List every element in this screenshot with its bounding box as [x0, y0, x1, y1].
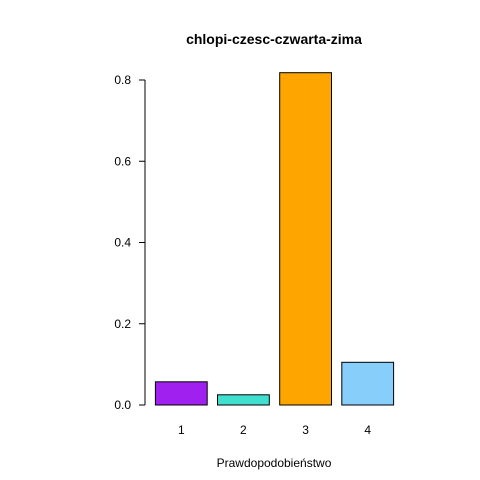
bar-2 [217, 394, 270, 406]
y-tick-label: 0.8 [114, 73, 131, 87]
x-tick-label: 4 [364, 423, 371, 437]
bars-group [154, 72, 395, 406]
y-axis: 0.0 0.2 0.4 0.6 0.8 [114, 73, 146, 412]
x-tick-label: 2 [240, 423, 247, 437]
x-tick-label: 1 [178, 423, 185, 437]
bar-4 [341, 361, 395, 406]
x-axis-labels: 1 2 3 4 [178, 423, 371, 437]
chart-title: chlopi-czesc-czwarta-zima [186, 31, 362, 47]
x-tick-label: 3 [302, 423, 309, 437]
x-axis-label: Prawdopodobieństwo [217, 456, 332, 470]
y-tick-label: 0.2 [114, 317, 131, 331]
y-tick-label: 0.0 [114, 398, 131, 412]
bar-3 [279, 72, 333, 406]
bar-1 [154, 381, 208, 406]
y-tick-label: 0.6 [114, 154, 131, 168]
y-tick-label: 0.4 [114, 236, 131, 250]
